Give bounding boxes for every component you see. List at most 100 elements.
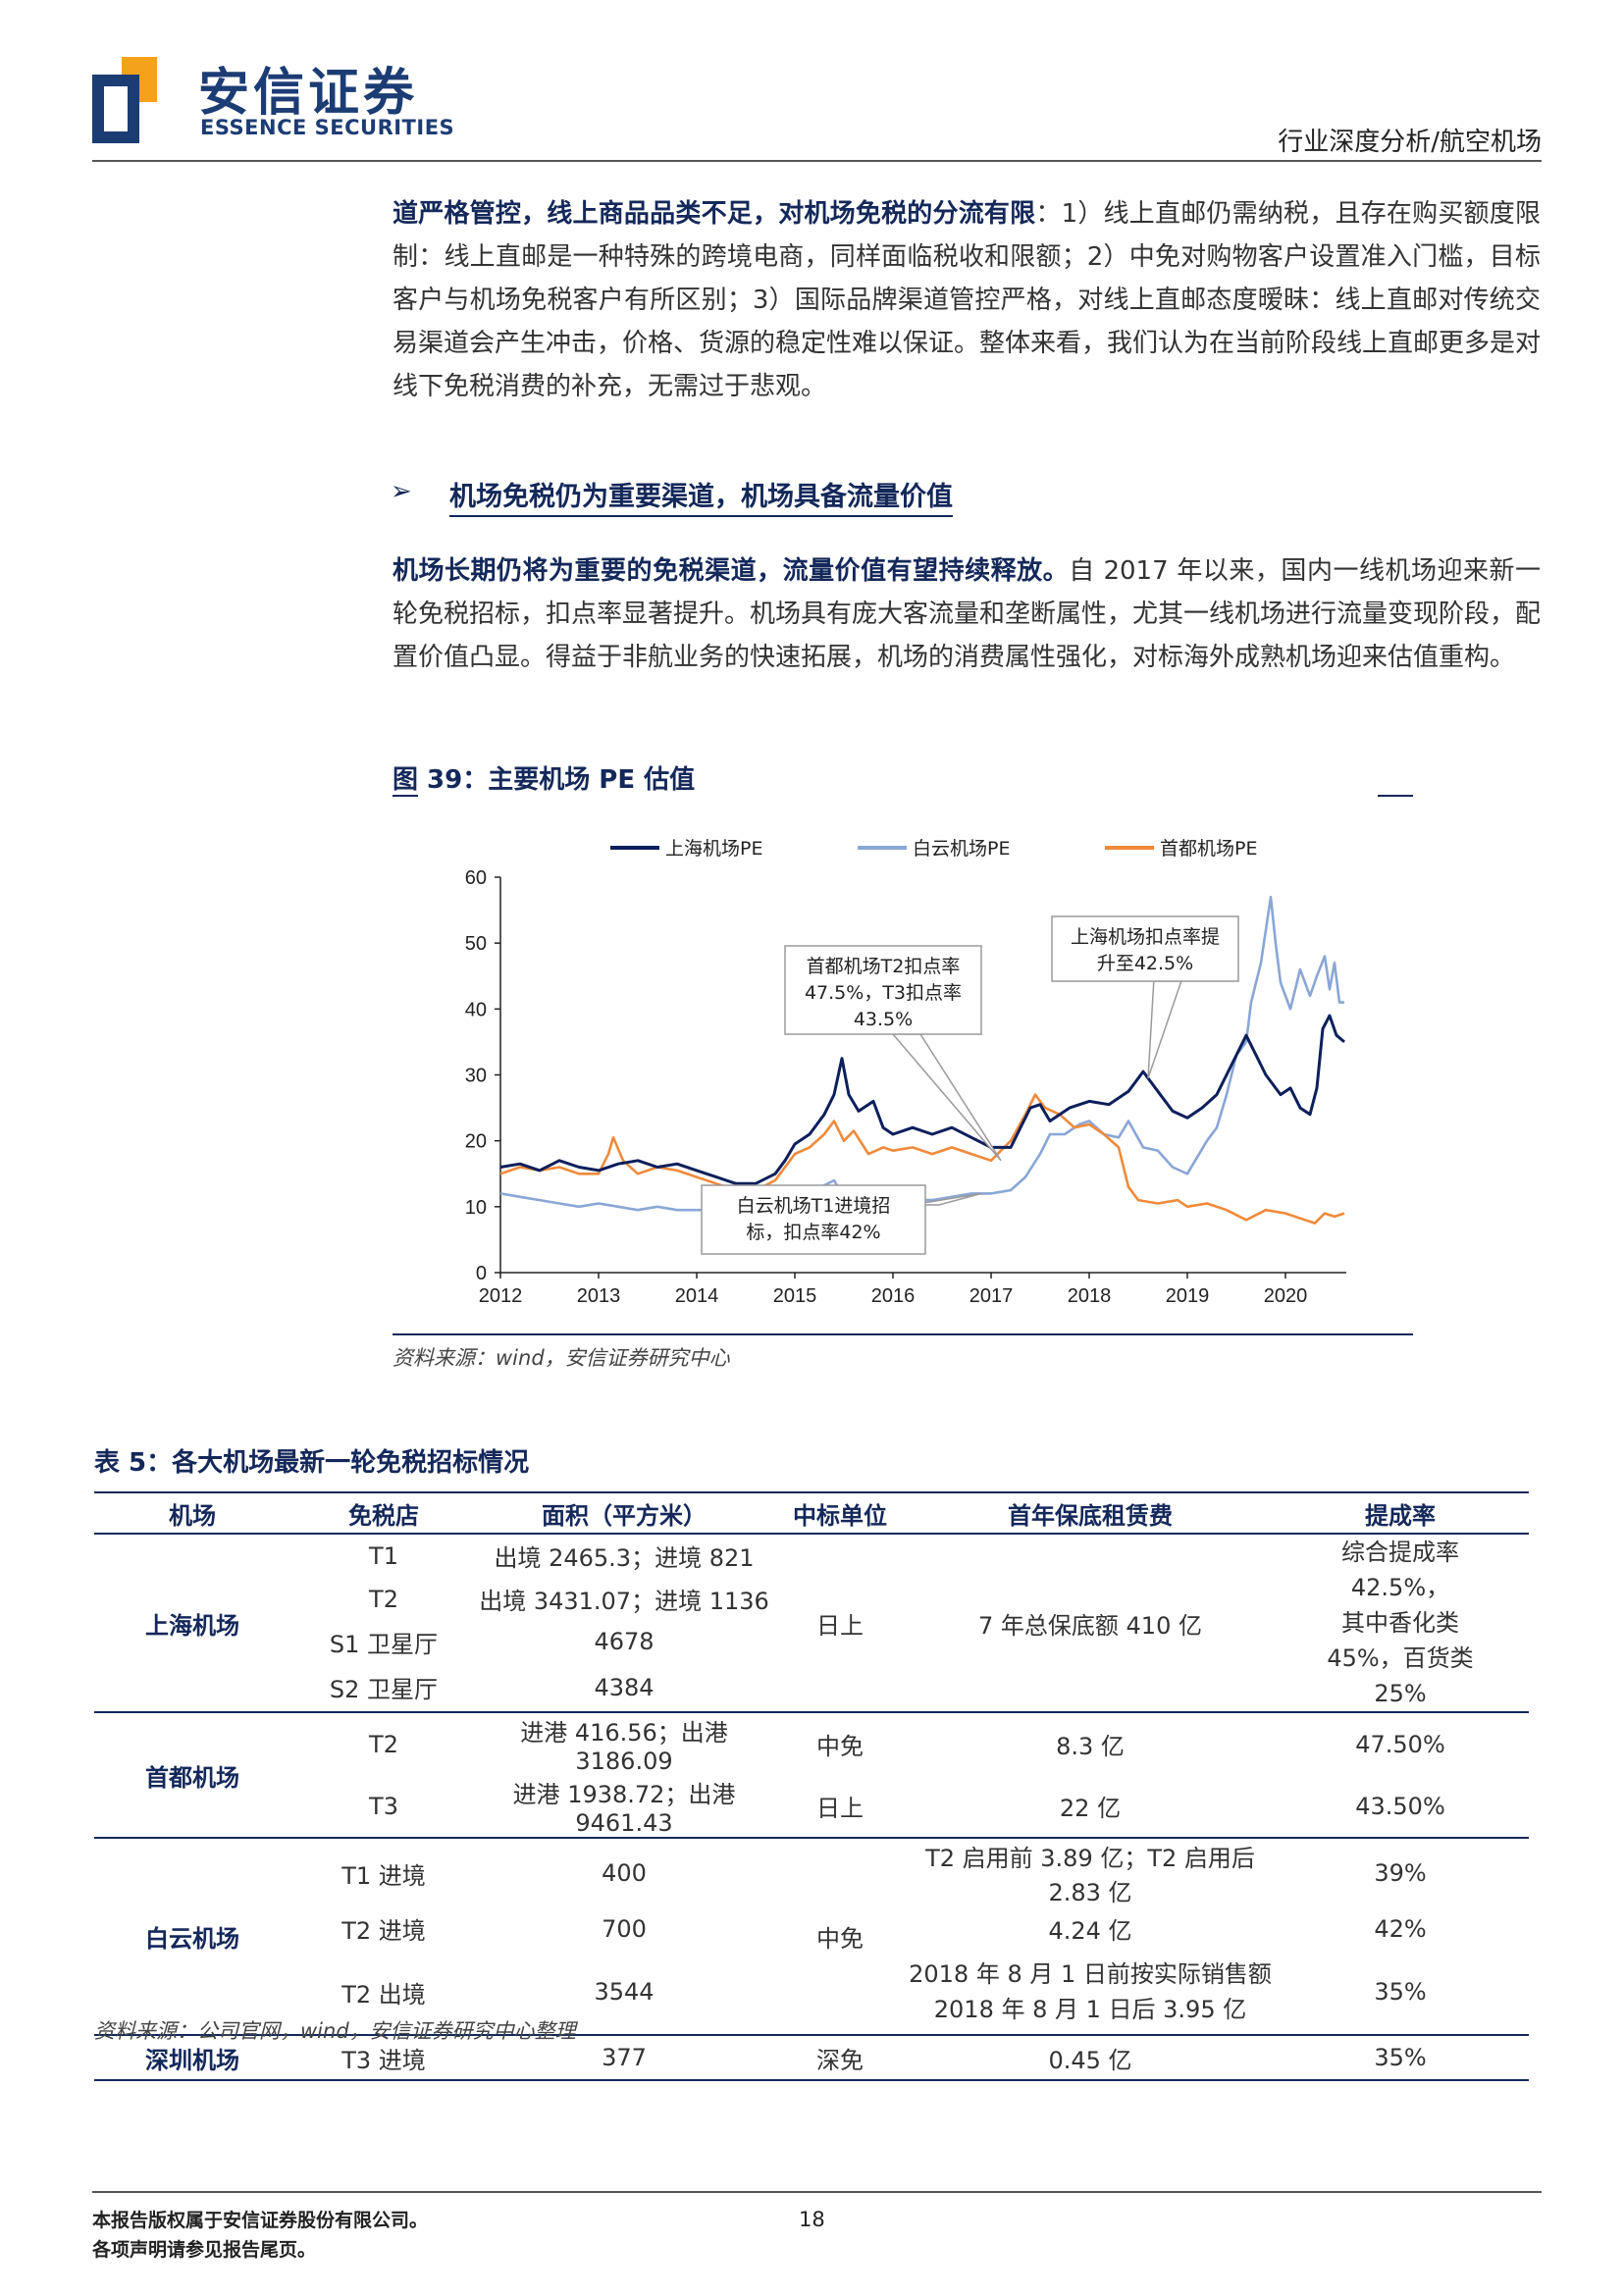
rent-line: 2018 年 8 月 1 日前按实际销售额 bbox=[909, 1960, 1272, 1988]
rate-line: 25% bbox=[1374, 1680, 1427, 1707]
y-tick-label: 40 bbox=[465, 999, 487, 1020]
rate-line: 45%，百货类 bbox=[1327, 1644, 1474, 1672]
annotation-text: 升至42.5% bbox=[1097, 953, 1193, 974]
report-category: 行业深度分析/航空机场 bbox=[1278, 128, 1542, 157]
table-title: 表 5：各大机场最新一轮免税招标情况 bbox=[94, 1448, 530, 1478]
rate-cell: 42% bbox=[1374, 1914, 1427, 1943]
rate-cell: 35% bbox=[1272, 2035, 1529, 2081]
footer-copyright: 本报告版权属于安信证券股份有限公司。 bbox=[92, 2210, 429, 2231]
col-header-area: 面积（平方米） bbox=[477, 1491, 771, 1535]
area-cell: 700 bbox=[602, 1914, 647, 1943]
y-tick-label: 50 bbox=[465, 933, 487, 955]
annotation-box bbox=[784, 945, 982, 1035]
annotation-pointer bbox=[891, 1033, 1002, 1162]
annotation-text: 43.5% bbox=[854, 1009, 913, 1030]
section-text: 自 2017 年以来，国内一线机场迎来新一轮免税招标，扣点率显著提升。机场具有庞… bbox=[393, 556, 1542, 672]
intro-text: ：1）线上直邮仍需纳税，且存在购买额度限制：线上直邮是一种特殊的跨境电商，同样面… bbox=[393, 199, 1542, 401]
header-divider bbox=[92, 160, 1542, 162]
rate-cell: 43.50% bbox=[1272, 1775, 1529, 1839]
rate-cell: 47.50% bbox=[1355, 1730, 1445, 1758]
table-row: 深圳机场 T3 进境 377 深免 0.45 亿 35% bbox=[94, 2035, 1529, 2081]
y-tick-label: 0 bbox=[476, 1263, 487, 1284]
x-tick-label: 2014 bbox=[675, 1285, 719, 1307]
rate-line: 其中香化类 bbox=[1341, 1609, 1459, 1637]
airport-cell: 白云机场 bbox=[94, 1838, 290, 2036]
airport-cell: 首都机场 bbox=[94, 1712, 290, 1839]
area-cell: 出境 3431.07；进境 1136 bbox=[479, 1588, 769, 1616]
area-cell: 进港 1938.72；出港 9461.43 bbox=[477, 1775, 771, 1839]
winner-cell: 日上 bbox=[771, 1775, 909, 1839]
store-cell: T2 出境 bbox=[290, 1950, 477, 2036]
area-cell: 400 bbox=[602, 1859, 647, 1887]
rent-cell: 4.24 亿 bbox=[1048, 1917, 1132, 1945]
rent-cell: 0.45 亿 bbox=[909, 2035, 1272, 2081]
x-tick-label: 2013 bbox=[577, 1285, 621, 1307]
table-header-row: 机场 免税店 面积（平方米） 中标单位 首年保底租赁费 提成率 bbox=[94, 1491, 1529, 1535]
x-tick-label: 2017 bbox=[969, 1285, 1014, 1307]
rent-line: 2018 年 8 月 1 日后 3.95 亿 bbox=[933, 1996, 1247, 2023]
airport-cell: 上海机场 bbox=[94, 1534, 290, 1713]
table-source: 资料来源：公司官网，wind，安信证券研究中心整理 bbox=[94, 2019, 576, 2043]
x-tick-label: 2019 bbox=[1166, 1285, 1210, 1307]
figure-title-rule bbox=[1378, 795, 1413, 797]
legend-label: 首都机场PE bbox=[1160, 838, 1257, 860]
footer-disclaimer: 各项声明请参见报告尾页。 bbox=[92, 2239, 317, 2261]
winner-cell: 中免 bbox=[771, 1838, 909, 2036]
x-tick-label: 2012 bbox=[479, 1285, 523, 1307]
area-cell: 出境 2465.3；进境 821 bbox=[494, 1544, 755, 1573]
y-tick-label: 30 bbox=[465, 1066, 487, 1087]
table-row: S1 卫星厅 4678 bbox=[94, 1620, 1529, 1663]
x-tick-label: 2018 bbox=[1068, 1285, 1112, 1307]
figure-title: 图 39：主要机场 PE 估值 bbox=[393, 765, 696, 795]
table-row: T3 进港 1938.72；出港 9461.43 日上 22 亿 43.50% bbox=[94, 1775, 1529, 1839]
annotation-box bbox=[1051, 915, 1239, 982]
rate-line: 综合提成率 bbox=[1341, 1539, 1459, 1566]
footer-divider bbox=[92, 2191, 1542, 2193]
legend-label: 上海机场PE bbox=[665, 838, 762, 860]
figure-title-underline bbox=[393, 795, 418, 797]
legend-label: 白云机场PE bbox=[913, 838, 1010, 860]
rent-cell: 8.3 亿 bbox=[1056, 1733, 1125, 1760]
rate-cell: 39% bbox=[1374, 1859, 1427, 1887]
page-number: 18 bbox=[799, 2208, 825, 2231]
area-cell: 4678 bbox=[594, 1628, 655, 1656]
winner-cell: 日上 bbox=[771, 1534, 909, 1713]
area-cell: 4384 bbox=[477, 1663, 771, 1713]
figure-source: 资料来源：wind，安信证券研究中心 bbox=[393, 1346, 730, 1370]
figure-bottom-rule bbox=[393, 1333, 1413, 1335]
store-cell: T3 bbox=[290, 1775, 477, 1839]
x-tick-label: 2020 bbox=[1264, 1285, 1308, 1307]
rent-cell: 7 年总保底额 410 亿 bbox=[909, 1534, 1272, 1713]
area-cell: 进港 416.56；出港 3186.09 bbox=[520, 1719, 728, 1775]
area-cell: 377 bbox=[477, 2035, 771, 2081]
section-paragraph: 机场长期仍将为重要的免税渠道，流量价值有望持续释放。自 2017 年以来，国内一… bbox=[393, 549, 1541, 679]
series-line-1 bbox=[499, 1014, 1345, 1185]
table-row: 白云机场 T1 进境 400 中免 T2 启用前 3.89 亿；T2 启用后 2… bbox=[94, 1838, 1529, 2036]
x-tick-label: 2015 bbox=[773, 1285, 817, 1307]
bullet-arrow-icon: ➢ bbox=[391, 477, 412, 506]
store-cell: T2 bbox=[369, 1585, 398, 1613]
table-row: S2 卫星厅 4384 bbox=[94, 1663, 1529, 1713]
store-cell: T1 进境 bbox=[341, 1861, 426, 1890]
col-header-rent: 首年保底租赁费 bbox=[909, 1491, 1272, 1535]
y-tick-label: 10 bbox=[465, 1197, 487, 1219]
intro-bold: 道严格管控，线上商品品类不足，对机场免税的分流有限 bbox=[393, 199, 1036, 229]
section-title: 机场免税仍为重要渠道，机场具备流量价值 bbox=[449, 475, 953, 517]
series-line-3 bbox=[499, 1093, 1345, 1225]
rate-cell: 综合提成率 42.5%， 其中香化类 45%，百货类 25% bbox=[1272, 1534, 1529, 1713]
section-bold: 机场长期仍将为重要的免税渠道，流量价值有望持续释放。 bbox=[393, 556, 1070, 586]
logo-english-name: ESSENCE SECURITIES bbox=[200, 116, 455, 139]
store-cell: T1 bbox=[369, 1541, 398, 1570]
rent-cell: 2018 年 8 月 1 日前按实际销售额 2018 年 8 月 1 日后 3.… bbox=[909, 1950, 1272, 2036]
annotation-text: 标，扣点率42% bbox=[746, 1222, 880, 1243]
y-tick-label: 60 bbox=[465, 867, 487, 889]
annotation-text: 47.5%，T3扣点率 bbox=[805, 982, 962, 1004]
annotation-box bbox=[701, 1184, 926, 1255]
winner-cell: 中免 bbox=[816, 1733, 864, 1760]
col-header-winner: 中标单位 bbox=[771, 1491, 909, 1535]
logo-icon bbox=[92, 57, 157, 143]
intro-paragraph: 道严格管控，线上商品品类不足，对机场免税的分流有限：1）线上直邮仍需纳税，且存在… bbox=[393, 192, 1541, 408]
logo-chinese-name: 安信证券 bbox=[198, 64, 419, 123]
annotation-text: 首都机场T2扣点率 bbox=[807, 956, 961, 977]
rate-line: 42.5%， bbox=[1350, 1574, 1450, 1601]
